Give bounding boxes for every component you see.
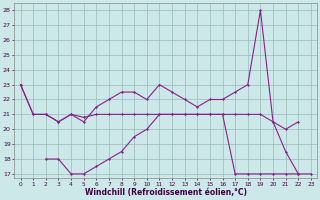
X-axis label: Windchill (Refroidissement éolien,°C): Windchill (Refroidissement éolien,°C) — [85, 188, 247, 197]
